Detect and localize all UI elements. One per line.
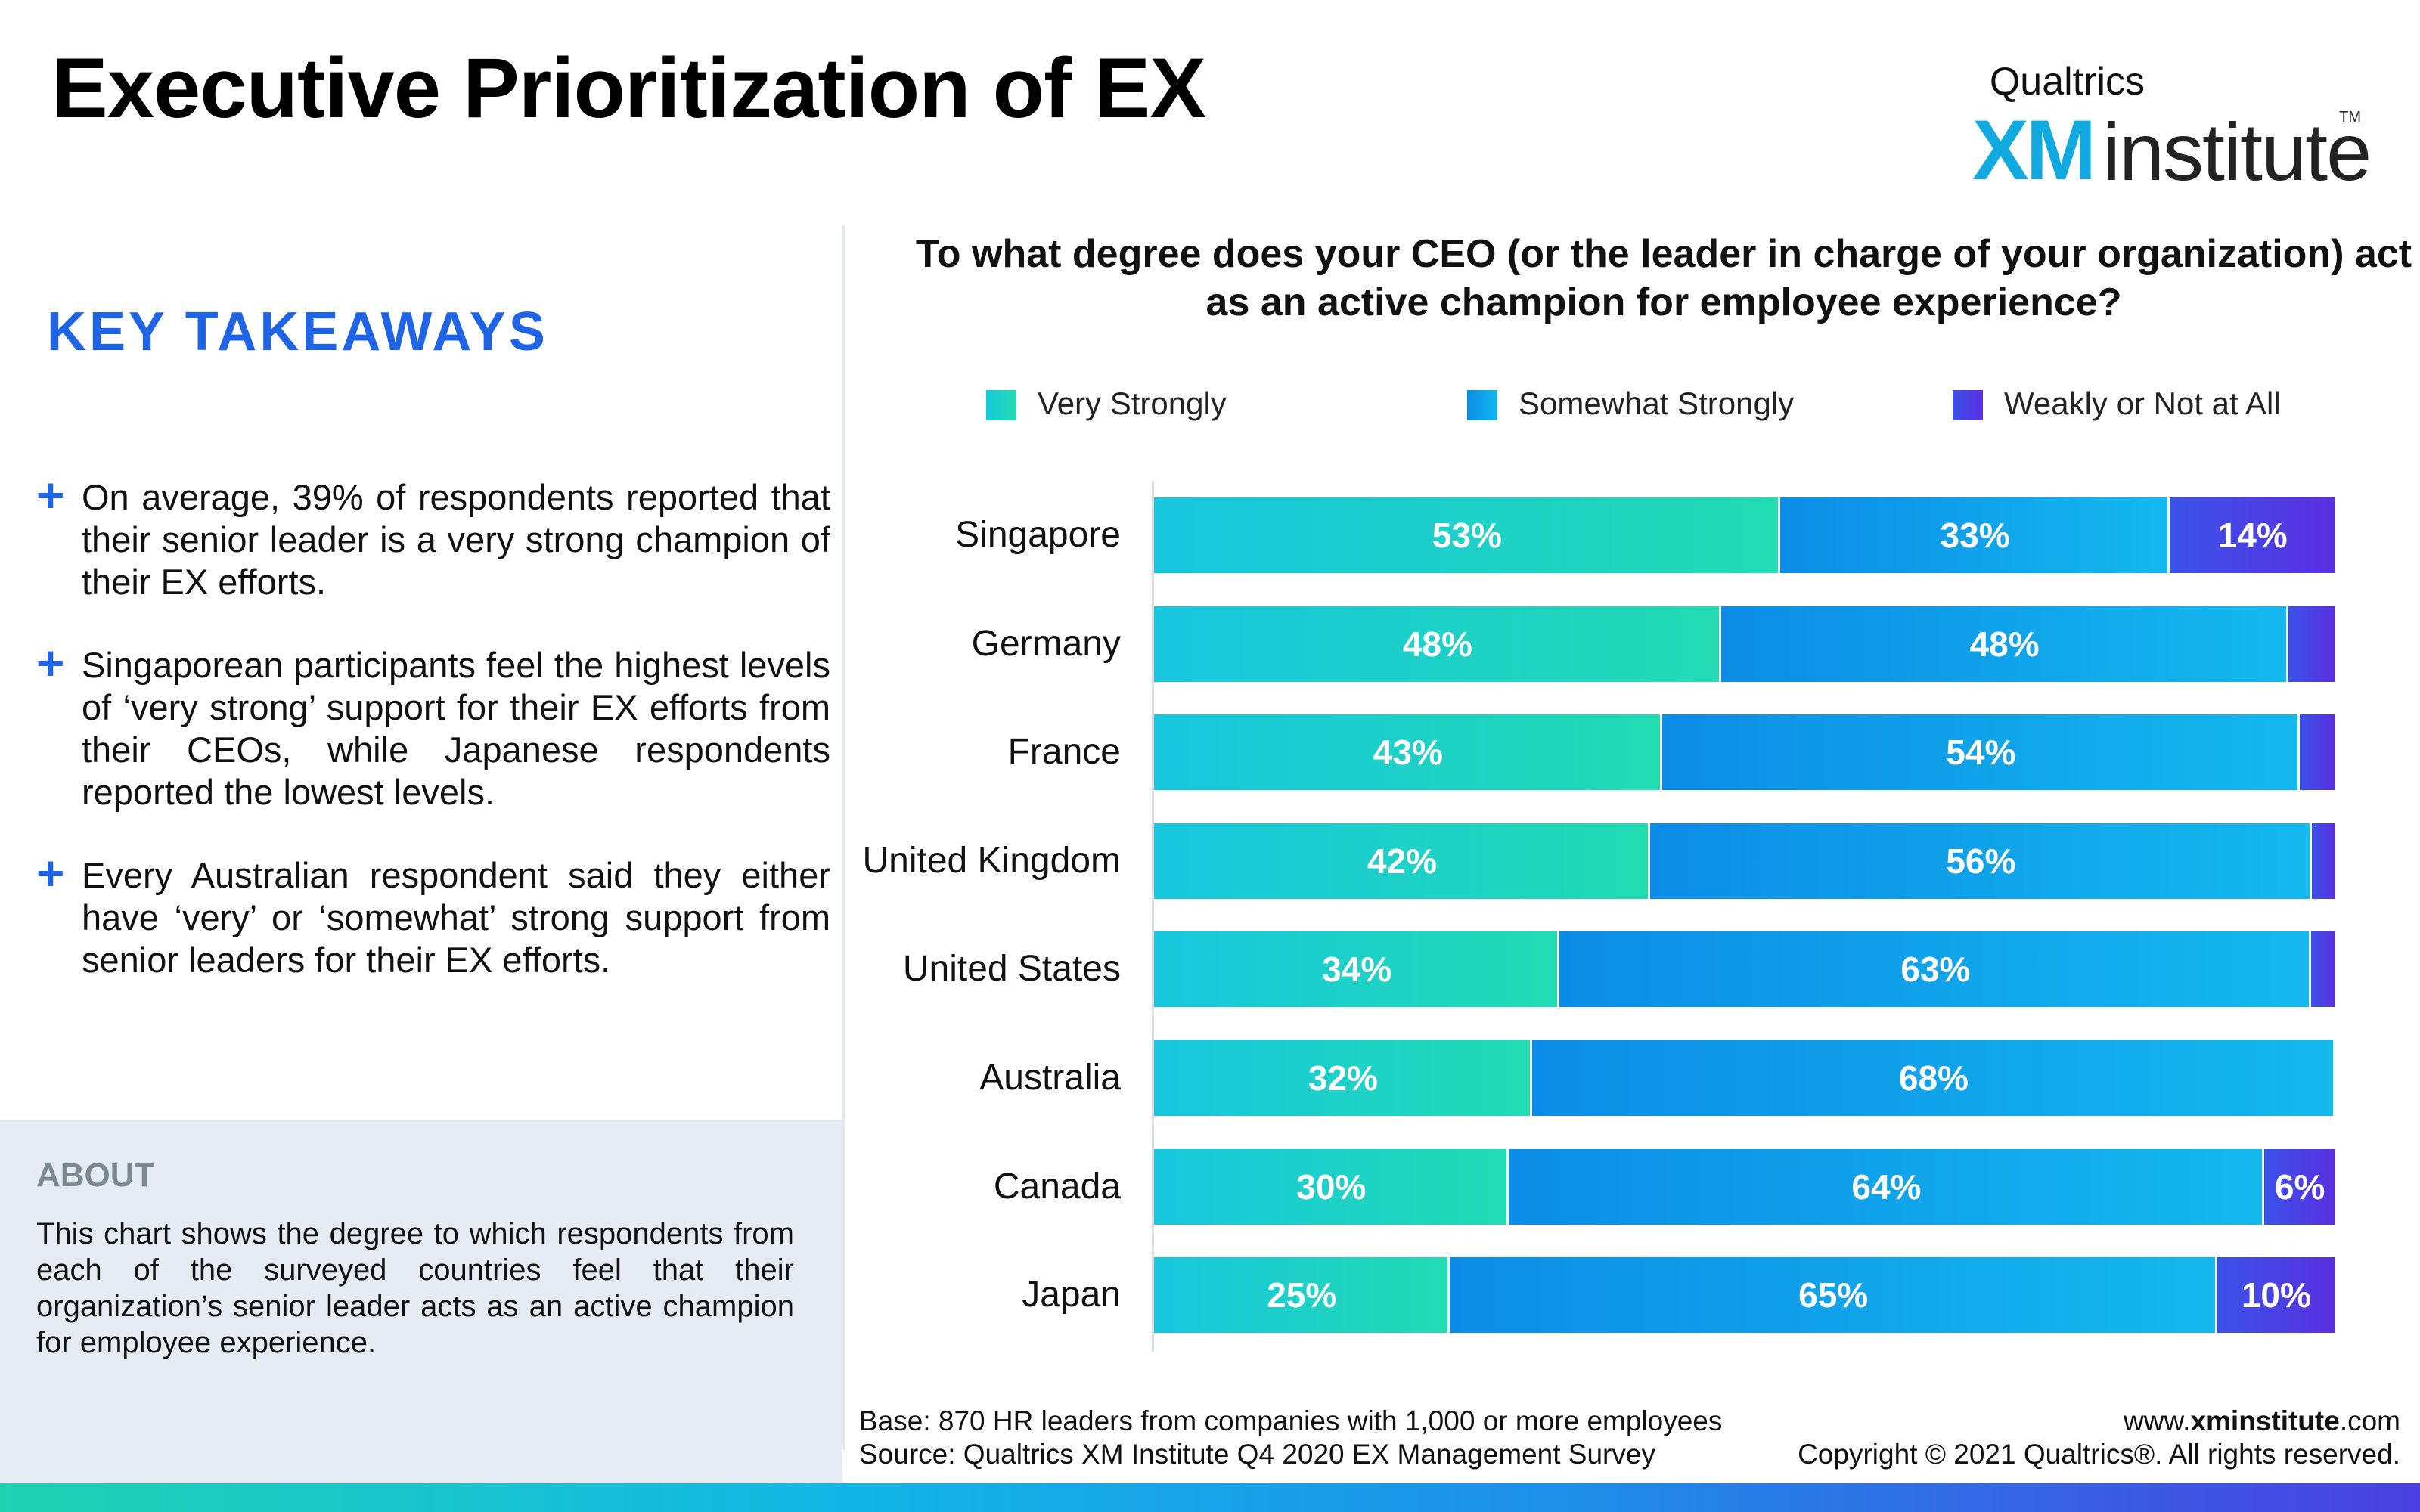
plus-icon: + [36,846,65,900]
bar-segment-weakly [2300,714,2335,791]
data-label: 56% [1946,841,2016,881]
data-label: 25% [1267,1275,1337,1315]
bar-segment-very-strongly: 32% [1154,1040,1532,1116]
bar-segment-very-strongly: 34% [1154,931,1560,1008]
data-label: 10% [2241,1275,2311,1315]
takeaway-text: Every Australian respondent said they ei… [82,855,830,980]
data-label: 6% [2274,1167,2325,1207]
category-label: United Kingdom [862,840,1121,881]
category-label: Japan [1022,1275,1121,1315]
stacked-bar: 30% 64% 6% [1154,1148,2335,1225]
logo-mark: XM [1972,103,2096,197]
legend-label: Somewhat Strongly [1519,386,1795,421]
footer-right: www.xminstitute.com Copyright © 2021 Qua… [1798,1405,2400,1471]
data-label: 65% [1798,1275,1869,1315]
category-label: Canada [993,1166,1121,1207]
source-note: Source: Qualtrics XM Institute Q4 2020 E… [859,1439,1655,1470]
bar-segment-somewhat-strongly: 33% [1779,497,2170,573]
bar-segment-somewhat-strongly: 54% [1661,714,2301,791]
stacked-bar: 42% 56% [1154,823,2335,899]
category-label: Germany [971,623,1121,664]
data-label: 48% [1969,624,2040,664]
bar-segment-very-strongly: 42% [1154,823,1651,899]
vertical-divider [842,225,845,1450]
website-link[interactable]: www.xminstitute.com [2124,1405,2400,1436]
bar-segment-somewhat-strongly: 68% [1531,1040,2335,1116]
chart-title: To what degree does your CEO (or the lea… [915,232,2412,324]
data-label: 43% [1373,733,1443,773]
copyright-text: Copyright © 2021 Qualtrics®. All rights … [1798,1439,2400,1470]
bar-segment-weakly: 6% [2264,1148,2335,1225]
chart-footnote: Base: 870 HR leaders from companies with… [859,1405,1722,1471]
stacked-bar: 34% 63% [1154,931,2335,1008]
logo-trademark: TM [2339,109,2361,125]
logo-brand: Qualtrics [1989,60,2145,104]
category-label: Australia [979,1058,1121,1098]
qualtrics-xm-institute-logo: Qualtrics XM institute TM [1968,59,2372,197]
plus-icon: + [36,468,65,522]
data-label: 32% [1308,1058,1378,1098]
bar-segment-somewhat-strongly: 64% [1508,1148,2265,1225]
legend-swatch-somewhat-strongly [1467,390,1497,420]
bar-segment-somewhat-strongly: 56% [1650,823,2312,899]
data-label: 68% [1898,1058,1969,1098]
bar-segment-weakly [2288,606,2335,682]
category-label: Singapore [955,515,1121,555]
stacked-bar: 48% 48% [1154,606,2335,682]
legend-swatch-very-strongly [986,390,1016,420]
data-label: 14% [2217,516,2288,555]
stacked-bar: 32% 68% [1154,1040,2335,1116]
data-label: 48% [1402,624,1472,664]
legend-label: Weakly or Not at All [2004,386,2281,421]
category-label: United States [902,949,1121,990]
takeaway-text: Singaporean participants feel the highes… [82,645,830,812]
about-heading: ABOUT [36,1157,155,1194]
data-label: 64% [1851,1167,1922,1207]
key-takeaways-heading: KEY TAKEAWAYS [47,302,548,362]
bottom-gradient-bar [0,1483,2420,1512]
stacked-bar: 53% 33% 14% [1154,497,2335,573]
bar-segment-very-strongly: 53% [1154,497,1780,573]
bar-segment-weakly [2311,931,2335,1008]
data-label: 54% [1946,733,2016,773]
data-label: 33% [1940,516,2010,555]
chart-axis-line [1152,481,1154,1352]
bar-segment-weakly [2311,823,2335,899]
bar-segment-somewhat-strongly: 48% [1720,606,2288,682]
bar-segment-very-strongly: 25% [1154,1257,1450,1334]
legend-swatch-weakly [1953,390,1983,420]
bar-segment-somewhat-strongly: 63% [1559,931,2312,1008]
legend-label: Very Strongly [1038,386,1227,421]
base-note: Base: 870 HR leaders from companies with… [859,1405,1723,1436]
bar-segment-very-strongly: 30% [1154,1148,1509,1225]
data-label: 30% [1296,1167,1367,1207]
page-title: Executive Prioritization of EX [51,41,1206,135]
data-label: 63% [1900,950,1971,990]
takeaway-text: On average, 39% of respondents reported … [82,477,830,602]
bar-segment-weakly: 10% [2217,1257,2335,1334]
bar-segment-weakly: 14% [2170,497,2335,573]
data-label: 53% [1432,516,1502,555]
data-label: 34% [1322,950,1392,990]
about-text: This chart shows the degree to which res… [36,1217,794,1359]
logo-word: institute [2102,106,2372,197]
about-panel [0,1120,842,1483]
bar-segment-very-strongly: 43% [1154,714,1662,791]
bar-segment-somewhat-strongly: 65% [1449,1257,2217,1334]
data-label: 42% [1367,841,1438,881]
bar-segment-very-strongly: 48% [1154,606,1721,682]
stacked-bar: 25% 65% 10% [1154,1257,2335,1334]
stacked-bar: 43% 54% [1154,714,2335,791]
category-label: France [1007,732,1121,773]
plus-icon: + [36,636,65,690]
